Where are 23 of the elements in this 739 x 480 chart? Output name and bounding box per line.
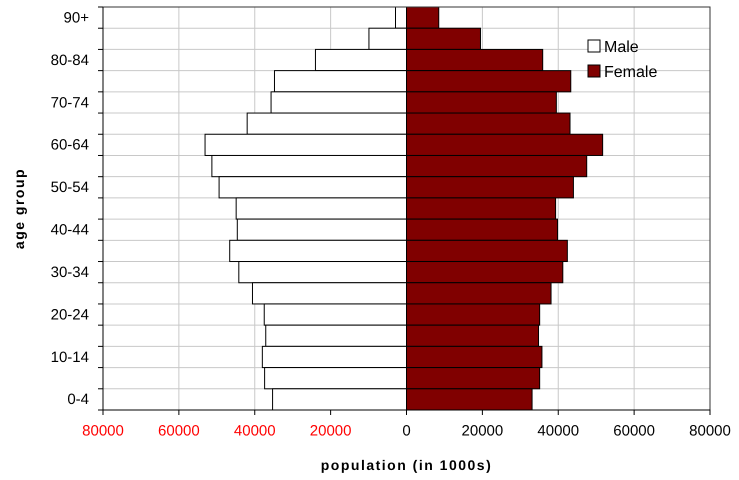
x-tick-label: 40000 [537,422,580,440]
y-tick-label: 80-84 [50,52,89,69]
x-tick-label: 20000 [310,422,352,440]
x-axis-title: population (in 1000s) [320,457,492,473]
y-tick-label: 30-34 [50,264,89,281]
y-tick-label: 40-44 [50,222,89,239]
y-tick-label: 70-74 [50,94,89,112]
y-tick-label: 20-24 [50,306,89,324]
y-tick-label: 50-54 [50,179,89,196]
x-tick-label: 60000 [158,422,200,440]
y-axis-title: age group [11,168,27,250]
y-tick-label: 60-64 [50,136,89,154]
y-tick-label: 0-4 [67,391,89,408]
x-tick-label: 20000 [462,422,504,440]
legend-label: Male [604,39,639,56]
x-tick-label: 60000 [613,422,655,440]
y-tick-label: 10-14 [50,348,89,366]
y-tick-label: 90+ [64,9,90,26]
x-tick-label: 80000 [82,422,124,440]
x-tick-label: 0 [402,422,411,440]
x-tick-label: 80000 [689,422,731,440]
legend-label: Female [604,64,658,81]
x-tick-label: 40000 [234,422,276,440]
